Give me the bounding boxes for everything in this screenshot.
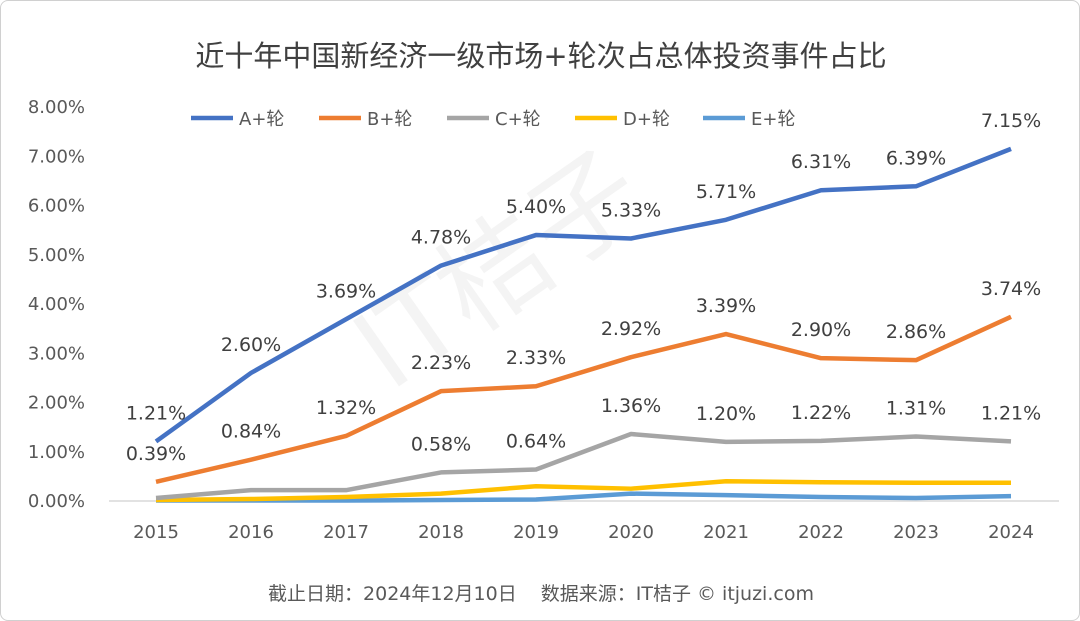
data-label: 3.69% bbox=[316, 280, 376, 302]
x-tick-label: 2019 bbox=[513, 522, 559, 543]
x-tick-label: 2020 bbox=[608, 522, 654, 543]
y-tick-label: 2.00% bbox=[28, 393, 85, 414]
footer-source: 数据来源：IT桔子 © itjuzi.com bbox=[540, 583, 814, 605]
data-label: 3.74% bbox=[981, 278, 1041, 300]
legend-label: D+轮 bbox=[623, 109, 670, 130]
data-label: 2.33% bbox=[506, 347, 566, 369]
data-label: 1.20% bbox=[696, 403, 756, 425]
series-line-1 bbox=[155, 314, 1012, 484]
data-label: 1.22% bbox=[791, 402, 851, 424]
data-label: 3.39% bbox=[696, 295, 756, 317]
data-label: 1.21% bbox=[126, 402, 186, 424]
series-line-4 bbox=[156, 491, 1012, 503]
watermark: IT桔子 bbox=[332, 126, 667, 414]
data-label: 0.84% bbox=[221, 421, 281, 443]
y-tick-label: 8.00% bbox=[28, 97, 85, 118]
y-tick-label: 0.00% bbox=[28, 491, 85, 512]
chart-title: 近十年中国新经济一级市场+轮次占总体投资事件占比 bbox=[195, 39, 887, 73]
data-label: 0.58% bbox=[411, 433, 471, 455]
x-tick-label: 2022 bbox=[798, 522, 844, 543]
x-tick-label: 2017 bbox=[323, 522, 369, 543]
footer-date: 截止日期：2024年12月10日 bbox=[268, 583, 517, 605]
footer: 截止日期：2024年12月10日 数据来源：IT桔子 © itjuzi.com bbox=[1, 579, 1079, 606]
data-label: 5.33% bbox=[601, 199, 661, 221]
data-label: 1.21% bbox=[981, 402, 1041, 424]
data-label: 0.64% bbox=[506, 430, 566, 452]
data-label: 7.15% bbox=[981, 110, 1041, 132]
x-tick-label: 2018 bbox=[418, 522, 464, 543]
data-label: 1.32% bbox=[316, 397, 376, 419]
y-tick-label: 4.00% bbox=[28, 294, 85, 315]
legend-label: A+轮 bbox=[239, 109, 284, 130]
x-tick-label: 2024 bbox=[988, 522, 1034, 543]
data-label: 1.36% bbox=[601, 395, 661, 417]
y-tick-label: 5.00% bbox=[28, 245, 85, 266]
data-label: 2.60% bbox=[221, 334, 281, 356]
x-tick-label: 2023 bbox=[893, 522, 939, 543]
data-label: 4.78% bbox=[411, 227, 471, 249]
data-label: 6.31% bbox=[791, 151, 851, 173]
y-tick-label: 3.00% bbox=[28, 343, 85, 364]
data-label: 2.90% bbox=[791, 319, 851, 341]
y-tick-label: 1.00% bbox=[28, 442, 85, 463]
y-tick-label: 6.00% bbox=[28, 196, 85, 217]
series-line-3 bbox=[155, 479, 1011, 503]
x-tick-label: 2021 bbox=[703, 522, 749, 543]
x-tick-label: 2015 bbox=[133, 522, 179, 543]
data-label: 5.71% bbox=[696, 181, 756, 203]
data-label: 1.31% bbox=[886, 397, 946, 419]
data-label: 2.23% bbox=[411, 352, 471, 374]
data-label: 5.40% bbox=[506, 196, 566, 218]
x-tick-label: 2016 bbox=[228, 522, 274, 543]
legend-label: E+轮 bbox=[751, 109, 795, 130]
data-label: 2.86% bbox=[886, 321, 946, 343]
data-label: 2.92% bbox=[601, 318, 661, 340]
series-line-0 bbox=[154, 146, 1012, 444]
y-tick-label: 7.00% bbox=[28, 146, 85, 167]
legend-label: C+轮 bbox=[495, 109, 541, 130]
legend-label: B+轮 bbox=[367, 109, 412, 130]
data-label: 6.39% bbox=[886, 147, 946, 169]
series-line-2 bbox=[155, 431, 1012, 501]
data-label: 0.39% bbox=[126, 443, 186, 465]
